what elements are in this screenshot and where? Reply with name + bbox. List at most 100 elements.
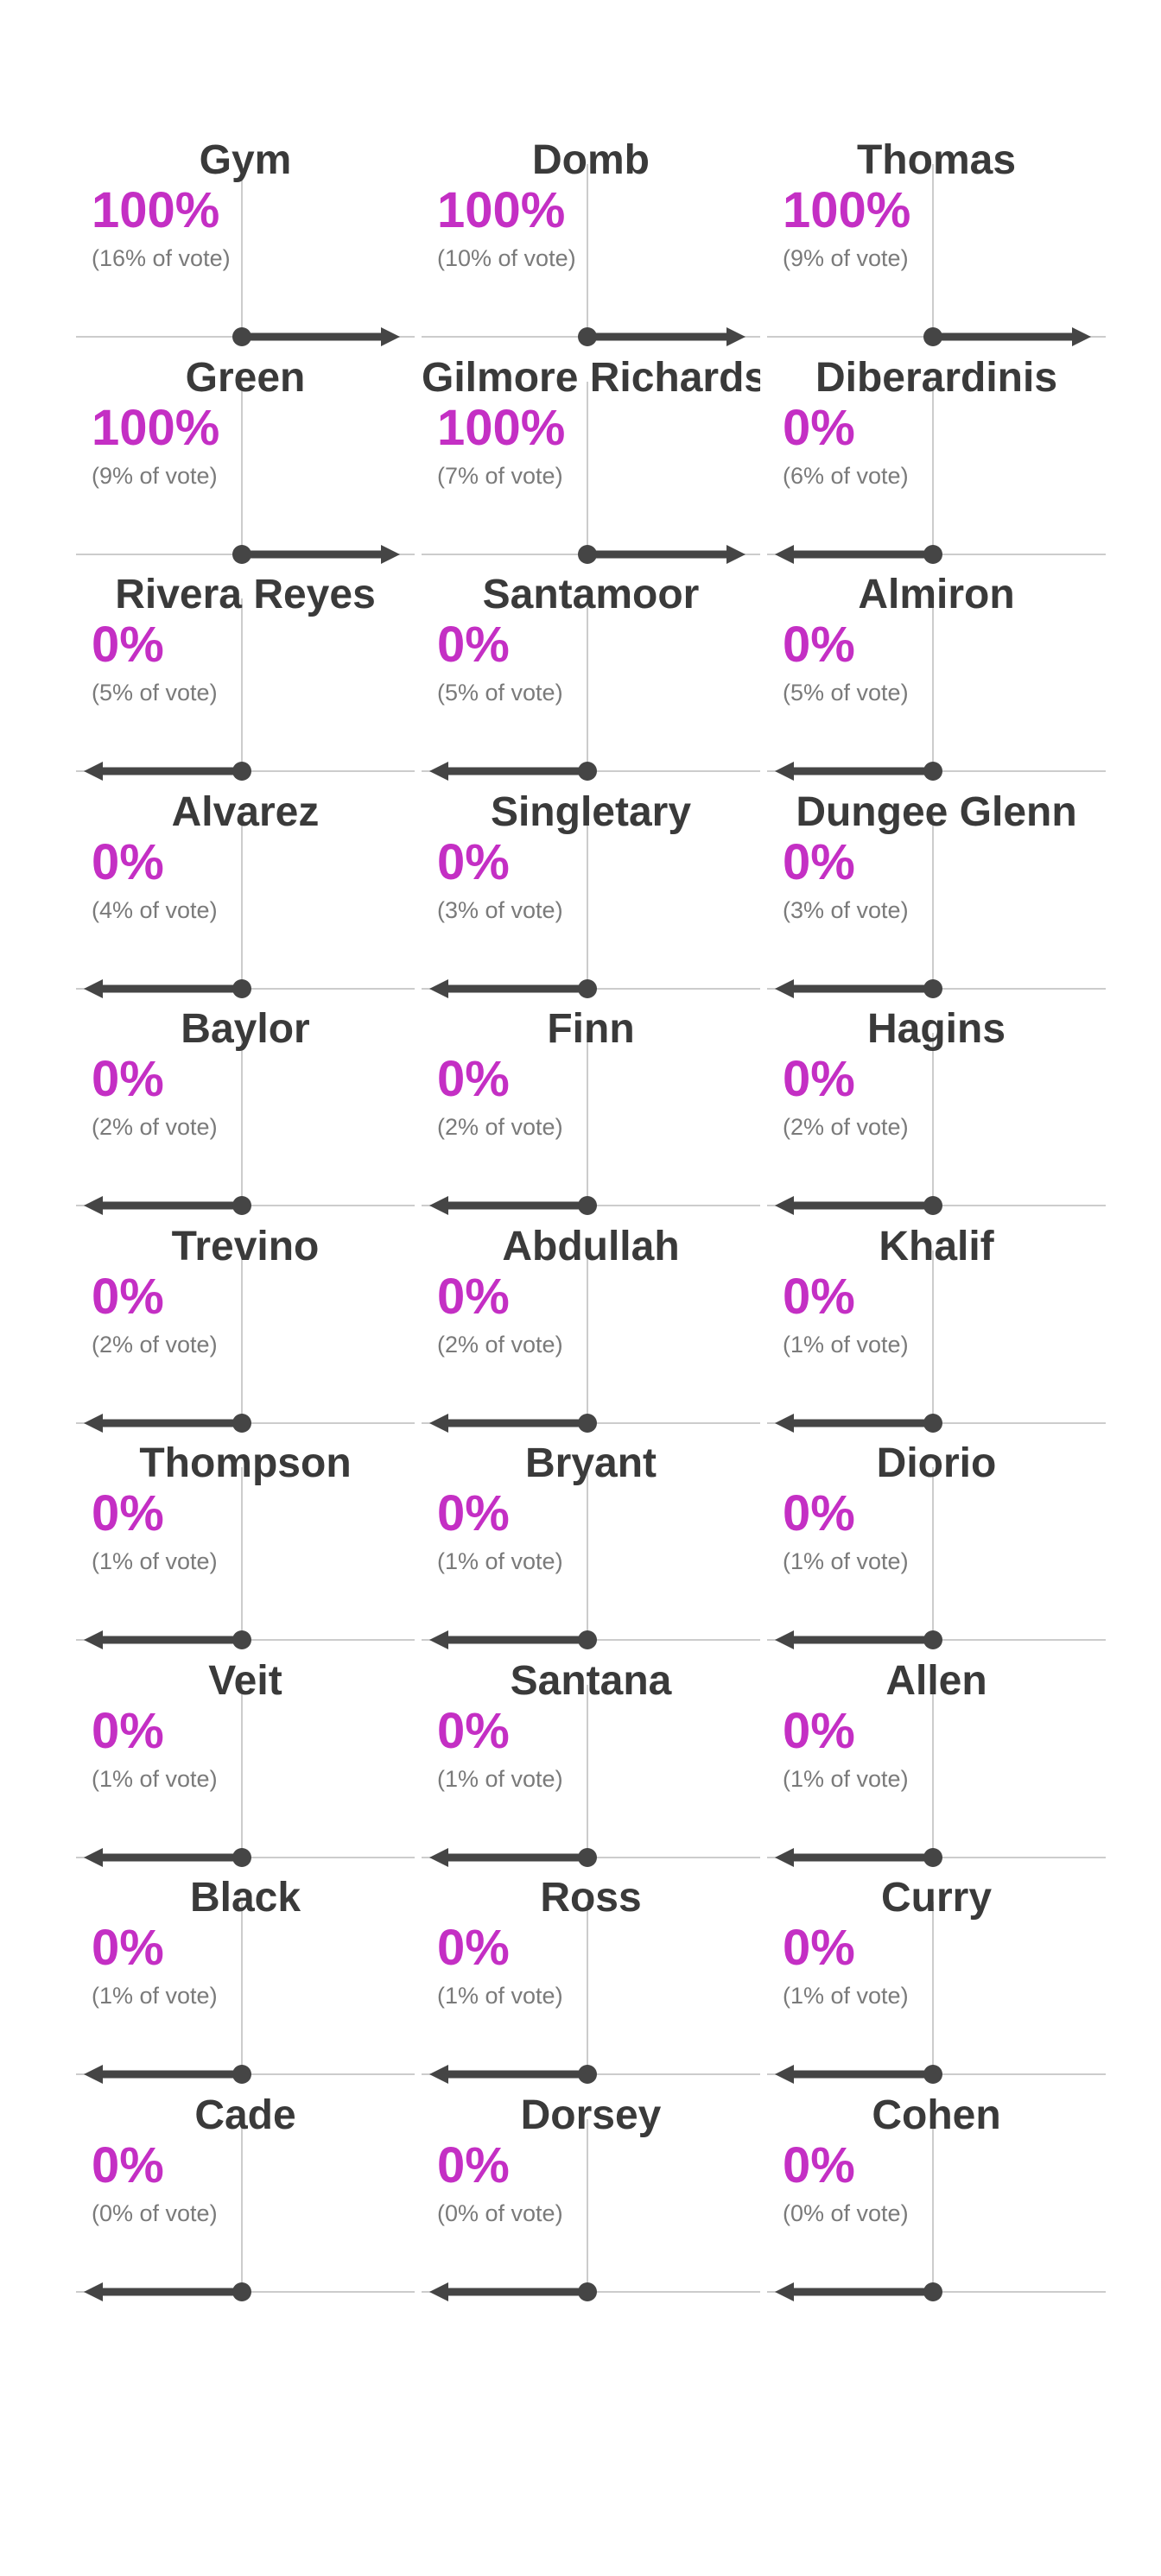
chart-panel: Cohen 0% (0% of vote) <box>767 2085 1106 2309</box>
win-percentage: 0% <box>92 1268 164 1325</box>
chart-panel: Trevino 0% (2% of vote) <box>76 1216 415 1440</box>
arrow-head <box>84 1196 103 1215</box>
chart-panel: Gym 100% (16% of vote) <box>76 130 415 354</box>
arrow-head <box>84 2065 103 2084</box>
chart-panel: Baylor 0% (2% of vote) <box>76 998 415 1223</box>
vote-share: (0% of vote) <box>437 2199 563 2226</box>
candidate-name: Khalif <box>879 1223 994 1269</box>
panel-plot <box>767 1033 1106 1215</box>
arrow-head <box>84 978 103 998</box>
candidate-name: Finn <box>547 1006 635 1052</box>
arrow-head <box>775 762 794 781</box>
vote-share: (3% of vote) <box>437 896 563 923</box>
panel-plot <box>76 2118 415 2301</box>
vote-share: (9% of vote) <box>92 462 218 489</box>
arrow-head <box>775 1847 794 1867</box>
candidate-name: Veit <box>208 1657 282 1704</box>
panel-plot <box>422 1250 760 1433</box>
origin-dot <box>232 1630 251 1649</box>
candidate-name: Cade <box>194 2092 296 2138</box>
candidate-name: Domb <box>532 137 650 183</box>
arrow-head <box>84 1630 103 1649</box>
win-percentage: 0% <box>783 1268 855 1325</box>
candidate-name: Cohen <box>872 2092 1001 2138</box>
vote-share: (5% of vote) <box>437 680 563 706</box>
candidate-name: Black <box>189 1875 301 1921</box>
win-percentage: 0% <box>92 1485 164 1541</box>
candidate-name: Allen <box>885 1657 987 1704</box>
vote-share: (10% of vote) <box>437 245 576 271</box>
candidate-name: Dorsey <box>520 2092 662 2138</box>
vote-share: (1% of vote) <box>783 1331 909 1358</box>
vote-share: (7% of vote) <box>437 462 563 489</box>
arrow-head <box>84 2282 103 2301</box>
win-percentage: 100% <box>437 182 566 238</box>
chart-panel: Abdullah 0% (2% of vote) <box>422 1216 760 1440</box>
panel-plot <box>767 1467 1106 1649</box>
win-percentage: 0% <box>92 2136 164 2193</box>
arrow-head <box>84 762 103 781</box>
vote-share: (1% of vote) <box>437 1765 563 1792</box>
vote-share: (2% of vote) <box>783 1114 909 1140</box>
origin-dot <box>578 762 597 781</box>
win-percentage: 0% <box>437 617 510 673</box>
win-percentage: 100% <box>437 399 566 456</box>
vote-share: (16% of vote) <box>92 245 231 271</box>
panel-plot <box>422 1684 760 1867</box>
vote-share: (4% of vote) <box>92 896 218 923</box>
win-percentage: 0% <box>437 1702 510 1759</box>
panel-plot <box>767 1902 1106 2084</box>
panel-plot <box>76 1684 415 1867</box>
win-percentage: 0% <box>92 1702 164 1759</box>
arrow-head <box>429 2282 448 2301</box>
vote-share: (0% of vote) <box>92 2199 218 2226</box>
vote-share: (1% of vote) <box>783 1765 909 1792</box>
arrow-head <box>429 978 448 998</box>
panel-plot <box>767 815 1106 998</box>
win-percentage: 100% <box>92 399 220 456</box>
vote-share: (5% of vote) <box>783 680 909 706</box>
candidate-name: Alvarez <box>171 788 320 835</box>
chart-panel: Dorsey 0% (0% of vote) <box>422 2085 760 2309</box>
win-percentage: 0% <box>783 399 855 456</box>
chart-panel: Ross 0% (1% of vote) <box>422 1867 760 2092</box>
vote-share: (1% of vote) <box>437 1983 563 2009</box>
candidate-name: Gilmore Richardson <box>422 354 760 401</box>
origin-dot <box>232 978 251 998</box>
candidate-name: Baylor <box>181 1006 310 1052</box>
vote-share: (1% of vote) <box>92 1548 218 1574</box>
panel-plot <box>76 1250 415 1433</box>
candidate-name: Rivera Reyes <box>115 572 376 617</box>
arrow-head <box>429 1847 448 1867</box>
vote-share: (1% of vote) <box>92 1765 218 1792</box>
origin-dot <box>923 762 942 781</box>
chart-panel: Santana 0% (1% of vote) <box>422 1650 760 1875</box>
origin-dot <box>578 1847 597 1867</box>
panel-plot <box>422 381 760 564</box>
vote-share: (5% of vote) <box>92 680 218 706</box>
arrow-head <box>429 1196 448 1215</box>
chart-panel: Diorio 0% (1% of vote) <box>767 1433 1106 1657</box>
candidate-name: Santamoor <box>482 572 700 617</box>
origin-dot <box>923 1196 942 1215</box>
win-percentage: 100% <box>92 182 220 238</box>
candidate-name: Curry <box>880 1875 993 1921</box>
candidate-name: Hagins <box>866 1006 1006 1052</box>
win-percentage: 0% <box>437 1485 510 1541</box>
chart-panel: Finn 0% (2% of vote) <box>422 998 760 1223</box>
panel-plot <box>767 164 1106 346</box>
candidate-name: Diberardinis <box>815 354 1058 401</box>
win-percentage: 0% <box>92 617 164 673</box>
origin-dot <box>232 2065 251 2084</box>
win-percentage: 0% <box>783 833 855 890</box>
chart-panel: Santamoor 0% (5% of vote) <box>422 564 760 788</box>
origin-dot <box>923 1413 942 1433</box>
win-percentage: 0% <box>783 1702 855 1759</box>
arrow-head <box>775 1196 794 1215</box>
vote-share: (1% of vote) <box>783 1548 909 1574</box>
win-percentage: 0% <box>92 1920 164 1976</box>
arrow-head <box>726 544 745 564</box>
origin-dot <box>232 544 251 564</box>
win-percentage: 0% <box>783 1920 855 1976</box>
